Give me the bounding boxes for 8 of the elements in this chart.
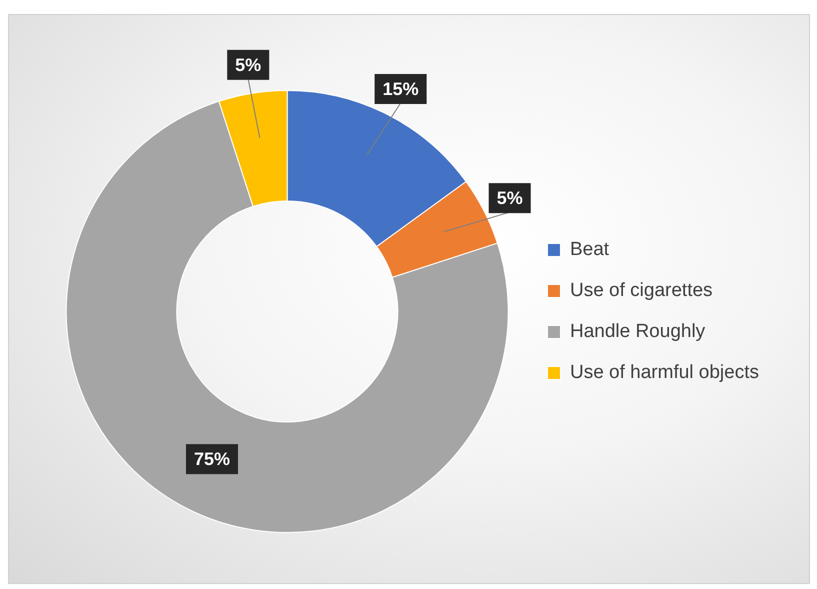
data-label: 5% — [496, 188, 523, 208]
legend-label: Use of cigarettes — [570, 280, 713, 302]
legend-label: Handle Roughly — [570, 321, 706, 342]
data-label: 15% — [382, 78, 419, 99]
data-label: 75% — [194, 449, 230, 470]
legend-label: Beat — [570, 239, 610, 260]
data-label: 5% — [235, 54, 262, 75]
legend-label: Use of harmful objects — [570, 362, 760, 384]
